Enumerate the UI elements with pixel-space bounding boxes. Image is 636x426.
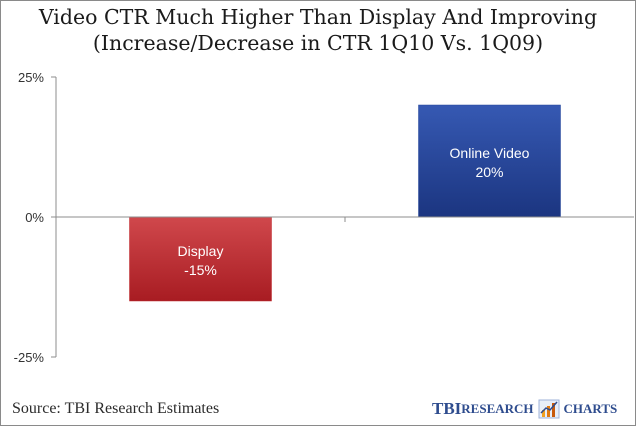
source-note: Source: TBI Research Estimates [12,400,220,417]
logo-tbi: TBI [432,399,462,418]
bar-category-label: Online Video [450,145,530,161]
logo-charts: Charts [563,401,618,416]
y-tick-label: 0% [25,210,44,225]
bar-display [129,216,272,302]
tbi-research-charts-logo: TBI Research Charts [432,398,617,420]
chart-title: Video CTR Much Higher Than Display And I… [38,5,598,29]
y-tick-label: 25% [18,70,44,85]
bar-value-label: -15% [184,262,217,278]
logo-research: Research [461,401,534,416]
chart-title-block: Video CTR Much Higher Than Display And I… [0,4,636,56]
bar-category-label: Display [178,243,224,259]
chart-subtitle: (Increase/Decrease in CTR 1Q10 Vs. 1Q09) [92,31,544,55]
y-tick-label: -25% [14,350,45,365]
bar-online-video [418,104,561,218]
chart-logo-icon [538,399,560,419]
bar-value-label: 20% [475,164,503,180]
